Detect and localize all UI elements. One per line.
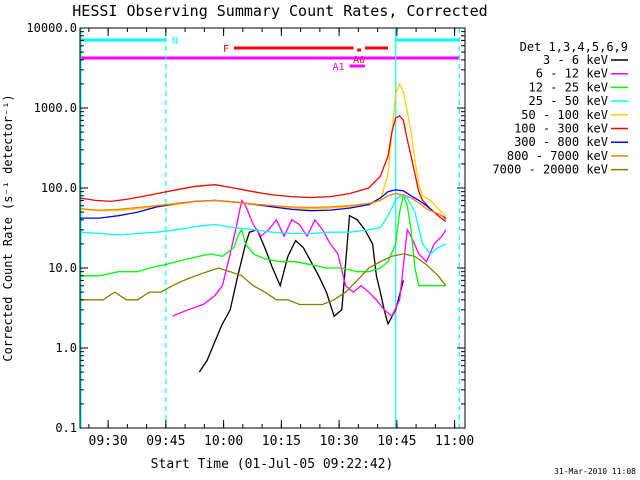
state-bar-label: A1	[332, 62, 344, 73]
x-axis-ticks: 09:30 09:45 10:00 10:15 10:30 10:45 11:00	[88, 28, 474, 449]
y-tick-label: 10.0	[48, 261, 77, 275]
state-bar-label: A0	[353, 55, 365, 66]
y-tick-label: 100.0	[41, 181, 77, 195]
legend-entry-label: 300 - 800 keV	[514, 135, 608, 149]
x-tick-label: 09:30	[89, 434, 128, 449]
legend-entry-label: 7000 - 20000 keV	[492, 163, 608, 177]
x-tick-label: 09:45	[146, 434, 185, 449]
series-line	[80, 253, 447, 306]
series-line	[79, 192, 447, 221]
y-tick-label: 1000.0	[34, 101, 77, 115]
state-bar-label: N	[172, 36, 178, 47]
series-line	[198, 214, 405, 373]
y-tick-label: 1.0	[55, 341, 77, 355]
x-tick-label: 10:15	[262, 434, 301, 449]
data-series	[79, 82, 447, 373]
state-bar-label: F	[223, 44, 229, 55]
series-line	[79, 82, 447, 217]
x-tick-label: 10:30	[320, 434, 359, 449]
legend-entry-label: 6 - 12 keV	[536, 67, 608, 81]
legend-entry-label: 800 - 7000 keV	[507, 149, 608, 163]
legend-entry-label: 25 - 50 keV	[529, 94, 608, 108]
series-line	[80, 189, 447, 219]
x-tick-label: 11:00	[435, 434, 474, 449]
legend-entry-label: 50 - 100 keV	[521, 108, 608, 122]
plot-frame	[79, 27, 466, 429]
chart-title: HESSI Observing Summary Count Rates, Cor…	[72, 2, 487, 20]
series-line	[172, 198, 447, 318]
x-axis-label: Start Time (01-Jul-05 09:22:42)	[151, 457, 394, 472]
series-line	[80, 193, 446, 287]
y-tick-label: 0.1	[55, 421, 77, 435]
legend-entry-label: 3 - 6 keV	[543, 53, 608, 67]
x-tick-label: 10:45	[377, 434, 416, 449]
footer-date: 31-Mar-2010 11:08	[554, 467, 636, 476]
series-line	[79, 114, 447, 223]
instrument-state-bars: N F A0 A1	[80, 36, 460, 73]
y-axis-label: Corrected Count Rate (s⁻¹ detector⁻¹)	[1, 94, 15, 361]
x-tick-label: 10:00	[204, 434, 243, 449]
legend-entry-label: 12 - 25 keV	[529, 80, 608, 94]
legend-title: Det 1,3,4,5,6,9	[520, 40, 628, 54]
legend-entry-label: 100 - 300 keV	[514, 122, 608, 136]
y-axis-ticks: 0.1 1.0 10.0 100.0 1000.0 10000.0	[26, 21, 465, 435]
y-tick-label: 10000.0	[26, 21, 77, 35]
series-line	[79, 195, 447, 255]
